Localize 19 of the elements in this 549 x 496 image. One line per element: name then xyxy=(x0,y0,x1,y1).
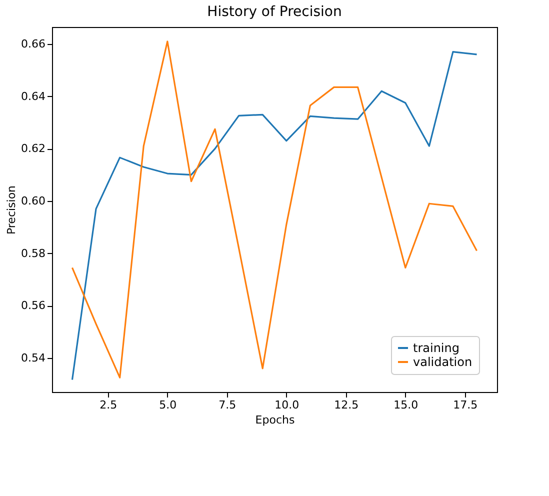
x-tick-label: 17.5 xyxy=(453,398,478,412)
y-tick-label: 0.56 xyxy=(21,299,46,312)
x-tick-label: 10.0 xyxy=(274,398,300,412)
x-tick-label: 7.5 xyxy=(218,398,236,412)
y-tick-label: 0.58 xyxy=(21,246,46,260)
y-tick-label: 0.66 xyxy=(21,38,46,51)
legend-label: training xyxy=(413,341,460,355)
x-tick-label: 5.0 xyxy=(159,398,177,412)
chart-title: History of Precision xyxy=(207,4,342,20)
y-tick-label: 0.62 xyxy=(21,142,46,156)
x-tick-label: 15.0 xyxy=(394,398,418,412)
y-axis-title: Precision xyxy=(5,185,18,235)
x-tick-label: 2.5 xyxy=(100,398,118,412)
y-tick-label: 0.64 xyxy=(21,90,46,103)
x-tick-label: 12.5 xyxy=(334,398,359,412)
y-tick-label: 0.60 xyxy=(21,194,46,208)
y-tick-label: 0.54 xyxy=(21,351,46,364)
legend-label: validation xyxy=(413,355,472,369)
x-axis-title: Epochs xyxy=(255,414,295,426)
